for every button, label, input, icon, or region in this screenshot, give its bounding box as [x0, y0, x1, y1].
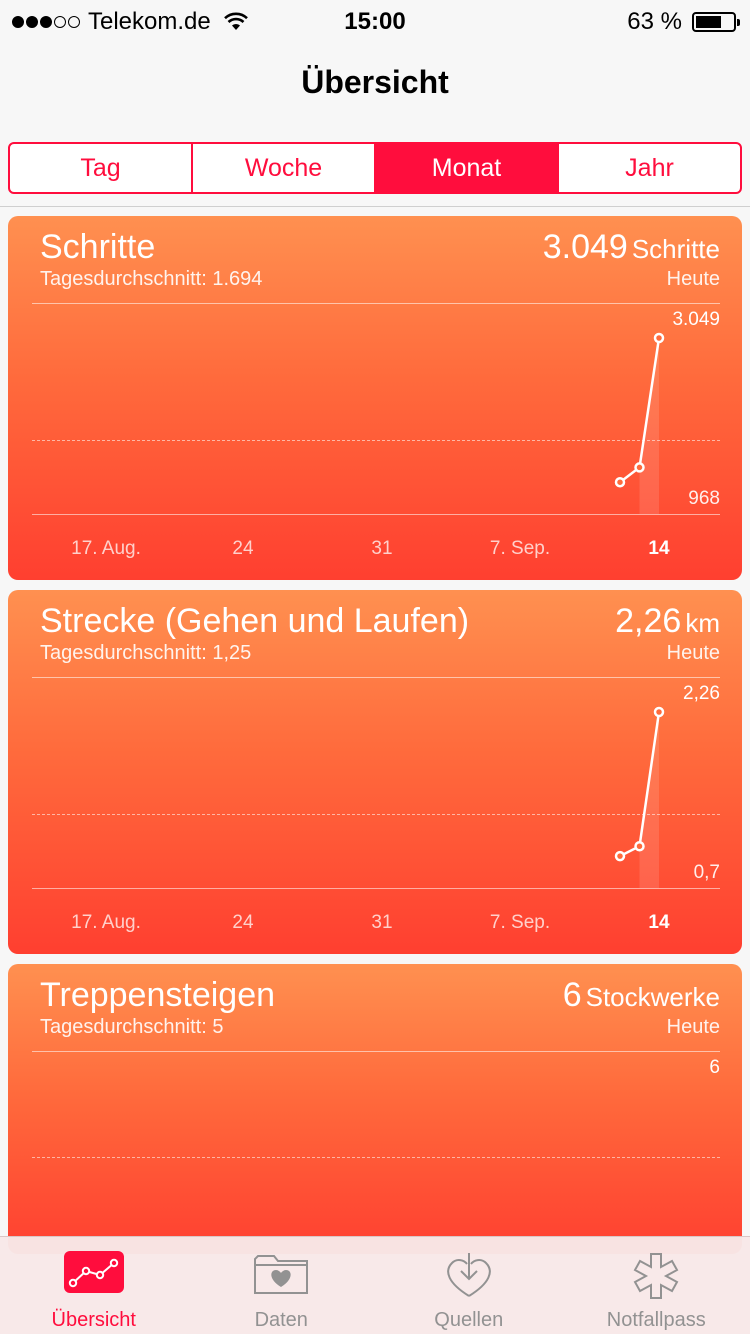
chart-baseline	[32, 514, 720, 515]
distance-card[interactable]: Strecke (Gehen und Laufen) Tagesdurchsch…	[8, 590, 742, 954]
status-bar-left: Telekom.de	[12, 8, 249, 36]
tab-medical-id[interactable]: Notfallpass	[563, 1237, 750, 1334]
status-bar: Telekom.de 15:00 63 %	[0, 0, 750, 40]
x-tick-label: 7. Sep.	[489, 912, 551, 933]
signal-strength-icon	[12, 16, 82, 28]
card-date-label: Heute	[666, 642, 720, 664]
chart-min-label: 968	[688, 488, 720, 509]
card-value-number: 2,26	[615, 602, 682, 640]
tab-label: Daten	[254, 1309, 308, 1331]
flights-climbed-card[interactable]: Treppensteigen Tagesdurchschnitt: 5 6 Sto…	[8, 964, 742, 1254]
tab-bar: Übersicht Daten Quellen Notfallpass	[0, 1236, 750, 1334]
segment-year[interactable]: Jahr	[625, 153, 674, 182]
status-bar-right: 63 %	[627, 8, 740, 36]
card-date-label: Heute	[666, 1016, 720, 1038]
chart-top-line	[32, 677, 720, 678]
x-tick-label: 17. Aug.	[71, 538, 141, 559]
chart-baseline	[32, 888, 720, 889]
steps-card[interactable]: Schritte Tagesdurchschnitt: 1.694 3.049 S…	[8, 216, 742, 580]
segment-week[interactable]: Woche	[193, 144, 376, 192]
card-title: Treppensteigen	[40, 976, 276, 1014]
card-value-unit: Schritte	[631, 234, 720, 264]
x-tick-label-today: 14	[648, 538, 670, 559]
card-value: 6 Stockwerke	[563, 976, 720, 1015]
card-value-unit: km	[685, 608, 720, 638]
chart-min-label: 0,7	[693, 862, 720, 883]
card-date-label: Heute	[666, 268, 720, 290]
health-data-folder-icon	[254, 1255, 309, 1294]
series-area	[639, 338, 659, 514]
card-daily-average: Tagesdurchschnitt: 1.694	[40, 268, 263, 290]
steps-chart	[614, 332, 665, 514]
data-point	[614, 476, 626, 488]
battery-percentage: 63 %	[627, 8, 682, 35]
period-segmented-control: Tag Woche Monat Jahr	[8, 142, 742, 194]
data-point	[653, 332, 665, 344]
distance-chart	[614, 706, 665, 888]
x-tick-label: 31	[371, 538, 393, 559]
tab-label: Notfallpass	[606, 1309, 706, 1331]
chart-top-line	[32, 303, 720, 304]
card-value-number: 3.049	[542, 228, 628, 266]
chart-max-label: 3.049	[672, 309, 720, 330]
tab-overview[interactable]: Übersicht	[0, 1237, 188, 1334]
chart-max-label: 6	[709, 1057, 720, 1078]
card-title: Schritte	[40, 228, 156, 266]
x-tick-label: 7. Sep.	[489, 538, 551, 559]
tab-sources[interactable]: Quellen	[375, 1237, 563, 1334]
data-point	[653, 706, 665, 718]
header-divider	[0, 206, 750, 207]
data-point	[634, 462, 645, 473]
tab-label: Quellen	[434, 1309, 504, 1331]
chart-mid-gridline	[32, 814, 720, 815]
x-tick-label: 17. Aug.	[71, 912, 141, 933]
x-tick-label-today: 14	[648, 912, 670, 933]
overview-chart-icon	[63, 1251, 124, 1293]
medical-star-icon	[633, 1253, 679, 1299]
x-tick-label: 24	[232, 912, 254, 933]
x-tick-label: 31	[371, 912, 393, 933]
data-point	[614, 850, 626, 862]
chart-top-line	[32, 1051, 720, 1052]
card-value: 3.049 Schritte	[543, 228, 720, 267]
sources-download-heart-icon	[447, 1253, 491, 1297]
card-value-unit: Stockwerke	[585, 982, 720, 1012]
card-title: Strecke (Gehen und Laufen)	[40, 602, 470, 640]
card-value: 2,26 km	[615, 602, 720, 641]
chart-max-label: 2,26	[683, 683, 720, 704]
card-daily-average: Tagesdurchschnitt: 1,25	[40, 642, 252, 664]
segment-month[interactable]: Monat	[376, 144, 559, 192]
segment-day[interactable]: Tag	[10, 144, 193, 192]
chart-x-axis-labels: 17. Aug. 24 31 7. Sep. 14	[8, 912, 742, 936]
x-tick-label: 24	[232, 538, 254, 559]
wifi-icon	[223, 12, 248, 30]
chart-mid-gridline	[32, 440, 720, 441]
status-time: 15:00	[344, 8, 406, 35]
data-point	[634, 841, 645, 852]
page-title: Übersicht	[301, 64, 449, 100]
tab-label: Übersicht	[51, 1309, 136, 1331]
card-daily-average: Tagesdurchschnitt: 5	[40, 1016, 224, 1038]
tab-data[interactable]: Daten	[188, 1237, 376, 1334]
series-area	[639, 712, 659, 888]
carrier-name: Telekom.de	[88, 8, 211, 35]
chart-mid-gridline	[32, 1157, 720, 1158]
chart-x-axis-labels: 17. Aug. 24 31 7. Sep. 14	[8, 538, 742, 562]
battery-icon	[692, 12, 740, 32]
card-value-number: 6	[562, 976, 582, 1014]
